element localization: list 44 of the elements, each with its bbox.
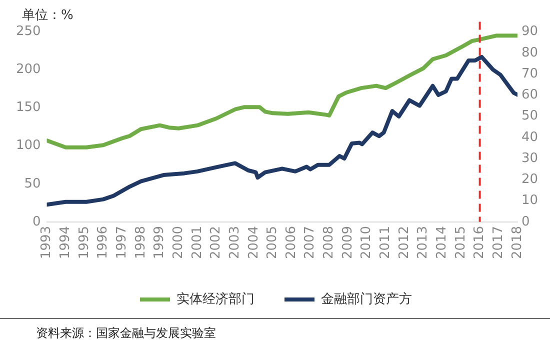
- x-tick-label: 2004: [246, 226, 262, 260]
- y-tick-label: 50: [24, 176, 41, 192]
- y-tick-label: 200: [16, 62, 41, 78]
- y-tick-label: 250: [16, 24, 41, 40]
- x-tick-label: 1999: [152, 226, 168, 260]
- x-tick-label: 2003: [227, 226, 242, 260]
- y2-tick-label: 60: [521, 88, 538, 103]
- y2-tick-label: 70: [521, 66, 538, 82]
- y2-tick-label: 40: [521, 130, 538, 145]
- legend-label: 金融部门资产方: [321, 290, 412, 307]
- y2-tick-label: 20: [521, 172, 538, 188]
- x-tick-label: 2007: [302, 226, 318, 260]
- x-tick-label: 1998: [133, 226, 148, 260]
- y2-tick-label: 80: [521, 45, 538, 60]
- y2-tick-label: 90: [521, 24, 538, 40]
- x-tick-label: 2017: [491, 226, 506, 260]
- y-axis-title: 单位：%: [22, 7, 74, 24]
- x-tick-label: 1994: [58, 226, 74, 260]
- x-tick-label: 2005: [265, 226, 280, 260]
- y-tick-label: 100: [16, 138, 41, 154]
- y-tick-label: 150: [16, 100, 41, 116]
- x-tick-label: 2011: [378, 226, 394, 260]
- x-tick-label: 2013: [416, 226, 431, 260]
- y-tick-label: 0: [32, 214, 41, 230]
- x-tick-label: 1993: [39, 226, 54, 260]
- text: 资料来源：国家金融与发展实验室: [0, 318, 550, 342]
- x-tick-label: 2000: [170, 226, 186, 260]
- y2-tick-label: 30: [521, 150, 538, 166]
- x-tick-label: 2015: [453, 226, 468, 260]
- y2-tick-label: 10: [521, 193, 538, 208]
- x-tick-label: 2009: [340, 226, 356, 260]
- x-tick-label: 1997: [114, 226, 130, 260]
- x-tick-label: 2010: [359, 226, 374, 260]
- x-tick-label: 1995: [76, 226, 92, 260]
- x-tick-label: 2014: [434, 226, 450, 260]
- x-tick-label: 2002: [208, 226, 224, 260]
- x-tick-label: 2012: [396, 226, 412, 260]
- legend-label: 实体经济部门: [176, 290, 254, 307]
- x-tick-label: 2006: [284, 226, 299, 260]
- x-tick-label: 2001: [190, 226, 205, 260]
- x-tick-label: 2016: [472, 226, 488, 260]
- y2-tick-label: 50: [521, 108, 538, 124]
- x-tick-label: 1996: [96, 226, 111, 260]
- x-tick-label: 2008: [322, 226, 337, 260]
